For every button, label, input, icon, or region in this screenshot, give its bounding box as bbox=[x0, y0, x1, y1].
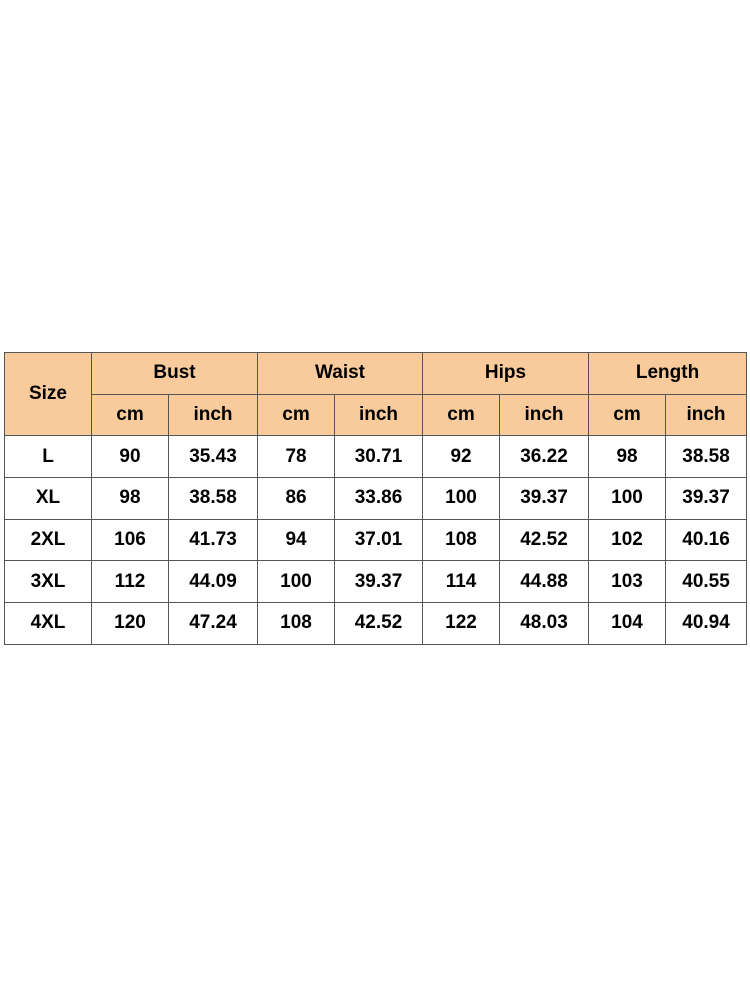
measure-cell: 40.55 bbox=[665, 560, 748, 604]
data-row: L 90 35.43 78 30.71 92 36.22 98 38.58 bbox=[4, 435, 748, 479]
measure-cell: 94 bbox=[257, 518, 336, 562]
data-row: XL 98 38.58 86 33.86 100 39.37 100 39.37 bbox=[4, 477, 748, 520]
unit-header: cm bbox=[422, 393, 501, 437]
measure-cell: 102 bbox=[588, 518, 667, 562]
measure-cell: 120 bbox=[91, 602, 169, 645]
measure-cell: 40.94 bbox=[665, 602, 748, 645]
measure-cell: 112 bbox=[91, 560, 169, 604]
unit-header: cm bbox=[588, 393, 667, 437]
group-header: Length bbox=[588, 352, 748, 395]
measure-cell: 37.01 bbox=[334, 518, 424, 562]
measure-cell: 108 bbox=[422, 518, 501, 562]
unit-row: cm inch cm inch cm inch cm inch bbox=[5, 393, 748, 437]
measure-cell: 114 bbox=[422, 560, 501, 604]
size-label: 2XL bbox=[4, 518, 92, 562]
data-row: 2XL 106 41.73 94 37.01 108 42.52 102 40.16 bbox=[4, 518, 748, 562]
measure-cell: 100 bbox=[422, 477, 501, 520]
data-row: 4XL 120 47.24 108 42.52 122 48.03 104 40.94 bbox=[4, 602, 748, 645]
measure-cell: 39.37 bbox=[665, 477, 748, 520]
measure-cell: 47.24 bbox=[167, 602, 259, 645]
measure-cell: 39.37 bbox=[499, 477, 590, 520]
unit-header: inch bbox=[665, 393, 748, 437]
measure-cell: 98 bbox=[91, 477, 169, 520]
measure-cell: 103 bbox=[588, 560, 667, 604]
size-label: 3XL bbox=[4, 560, 92, 604]
measure-cell: 98 bbox=[588, 435, 667, 479]
measure-cell: 44.88 bbox=[499, 560, 590, 604]
size-label: L bbox=[4, 435, 92, 479]
unit-header: inch bbox=[167, 393, 259, 437]
group-header: Waist bbox=[257, 352, 424, 395]
measure-cell: 100 bbox=[588, 477, 667, 520]
size-label: 4XL bbox=[4, 602, 92, 645]
unit-header: inch bbox=[499, 393, 590, 437]
measure-cell: 33.86 bbox=[334, 477, 424, 520]
group-header: Hips bbox=[422, 352, 590, 395]
size-label: XL bbox=[4, 477, 92, 520]
unit-header: inch bbox=[334, 393, 424, 437]
measure-cell: 44.09 bbox=[167, 560, 259, 604]
measure-cell: 122 bbox=[422, 602, 501, 645]
measure-cell: 42.52 bbox=[499, 518, 590, 562]
measure-cell: 106 bbox=[91, 518, 169, 562]
measure-cell: 104 bbox=[588, 602, 667, 645]
measure-cell: 36.22 bbox=[499, 435, 590, 479]
measure-cell: 86 bbox=[257, 477, 336, 520]
group-header: Bust bbox=[90, 352, 259, 395]
measure-cell: 30.71 bbox=[334, 435, 424, 479]
header-row: Size Bust Waist Hips Length bbox=[4, 351, 748, 437]
unit-header: cm bbox=[91, 393, 169, 437]
measure-cell: 35.43 bbox=[167, 435, 259, 479]
measure-cell: 40.16 bbox=[665, 518, 748, 562]
measure-cell: 90 bbox=[91, 435, 169, 479]
measure-cell: 48.03 bbox=[499, 602, 590, 645]
measure-cell: 38.58 bbox=[665, 435, 748, 479]
measure-cell: 38.58 bbox=[167, 477, 259, 520]
data-row: 3XL 112 44.09 100 39.37 114 44.88 103 40.55 bbox=[4, 560, 748, 604]
unit-header: cm bbox=[257, 393, 336, 437]
size-header: Size bbox=[4, 351, 92, 437]
size-table: Size Bust Waist Hips Length cm inch cm inch cm inc… bbox=[4, 351, 748, 645]
measure-cell: 108 bbox=[257, 602, 336, 645]
measure-cell: 92 bbox=[422, 435, 501, 479]
measure-cell: 78 bbox=[257, 435, 336, 479]
measure-cell: 39.37 bbox=[334, 560, 424, 604]
measure-cell: 42.52 bbox=[334, 602, 424, 645]
measure-cell: 41.73 bbox=[167, 518, 259, 562]
measure-cell: 100 bbox=[257, 560, 336, 604]
